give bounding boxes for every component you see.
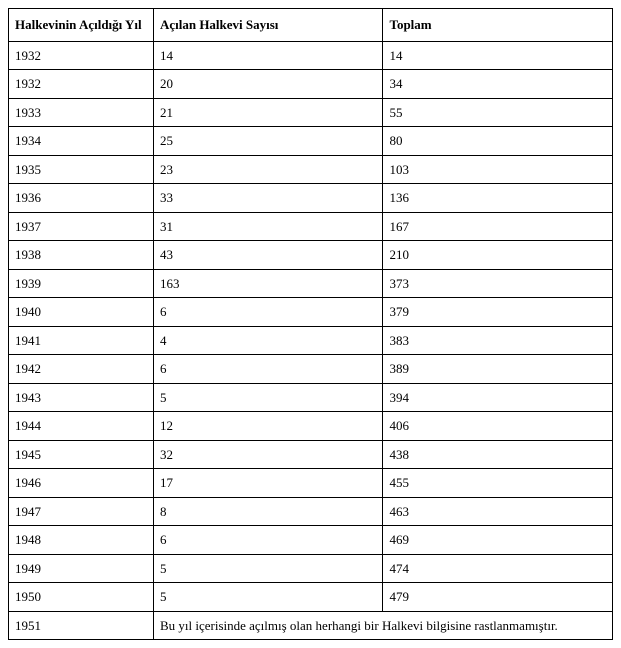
cell-year: 1951 [9,611,154,640]
cell-year: 1933 [9,98,154,127]
cell-year: 1947 [9,497,154,526]
table-row: 193843210 [9,241,613,270]
cell-total: 373 [383,269,613,298]
cell-total: 379 [383,298,613,327]
table-row: 193633136 [9,184,613,213]
table-row: 194412406 [9,412,613,441]
cell-year: 1950 [9,583,154,612]
cell-total: 455 [383,469,613,498]
cell-count: 12 [153,412,383,441]
cell-total: 34 [383,70,613,99]
cell-year: 1935 [9,155,154,184]
cell-year: 1937 [9,212,154,241]
cell-year: 1941 [9,326,154,355]
table-row: 19322034 [9,70,613,99]
cell-count: 17 [153,469,383,498]
halkevi-table: Halkevinin Açıldığı Yıl Açılan Halkevi S… [8,8,613,640]
table-row: 193523103 [9,155,613,184]
cell-year: 1942 [9,355,154,384]
cell-count: 4 [153,326,383,355]
cell-count: 14 [153,41,383,70]
cell-count: 5 [153,583,383,612]
cell-count: 8 [153,497,383,526]
cell-count: 20 [153,70,383,99]
cell-total: 474 [383,554,613,583]
cell-total: 80 [383,127,613,156]
cell-total: 463 [383,497,613,526]
cell-total: 14 [383,41,613,70]
cell-year: 1944 [9,412,154,441]
table-row: 19406379 [9,298,613,327]
cell-count: 25 [153,127,383,156]
table-body: 1932141419322034193321551934258019352310… [9,41,613,640]
cell-total: 406 [383,412,613,441]
cell-total: 394 [383,383,613,412]
table-row: 19505479 [9,583,613,612]
cell-count: 5 [153,383,383,412]
cell-year: 1940 [9,298,154,327]
cell-year: 1946 [9,469,154,498]
cell-count: 21 [153,98,383,127]
cell-year: 1943 [9,383,154,412]
table-row: 19495474 [9,554,613,583]
table-row: 19342580 [9,127,613,156]
table-row: 19414383 [9,326,613,355]
col-header-year: Halkevinin Açıldığı Yıl [9,9,154,42]
table-header: Halkevinin Açıldığı Yıl Açılan Halkevi S… [9,9,613,42]
cell-count: 23 [153,155,383,184]
col-header-count: Açılan Halkevi Sayısı [153,9,383,42]
cell-count: 5 [153,554,383,583]
cell-count: 43 [153,241,383,270]
cell-count: 6 [153,526,383,555]
table-row: 19332155 [9,98,613,127]
col-header-total: Toplam [383,9,613,42]
cell-note: Bu yıl içerisinde açılmış olan herhangi … [153,611,612,640]
cell-total: 389 [383,355,613,384]
cell-total: 103 [383,155,613,184]
cell-total: 167 [383,212,613,241]
table-row: 19435394 [9,383,613,412]
cell-total: 55 [383,98,613,127]
cell-year: 1936 [9,184,154,213]
cell-year: 1938 [9,241,154,270]
cell-count: 31 [153,212,383,241]
cell-total: 383 [383,326,613,355]
cell-year: 1949 [9,554,154,583]
cell-total: 438 [383,440,613,469]
table-row: 19478463 [9,497,613,526]
cell-count: 163 [153,269,383,298]
cell-year: 1934 [9,127,154,156]
cell-year: 1932 [9,41,154,70]
cell-year: 1948 [9,526,154,555]
cell-year: 1939 [9,269,154,298]
cell-count: 32 [153,440,383,469]
cell-year: 1945 [9,440,154,469]
table-row: 19321414 [9,41,613,70]
cell-count: 6 [153,355,383,384]
cell-year: 1932 [9,70,154,99]
table-row: 19486469 [9,526,613,555]
table-row: 194617455 [9,469,613,498]
table-row: 1939163373 [9,269,613,298]
table-footer-row: 1951Bu yıl içerisinde açılmış olan herha… [9,611,613,640]
cell-total: 469 [383,526,613,555]
cell-total: 479 [383,583,613,612]
cell-total: 136 [383,184,613,213]
table-row: 194532438 [9,440,613,469]
cell-count: 33 [153,184,383,213]
table-row: 193731167 [9,212,613,241]
cell-count: 6 [153,298,383,327]
cell-total: 210 [383,241,613,270]
table-row: 19426389 [9,355,613,384]
